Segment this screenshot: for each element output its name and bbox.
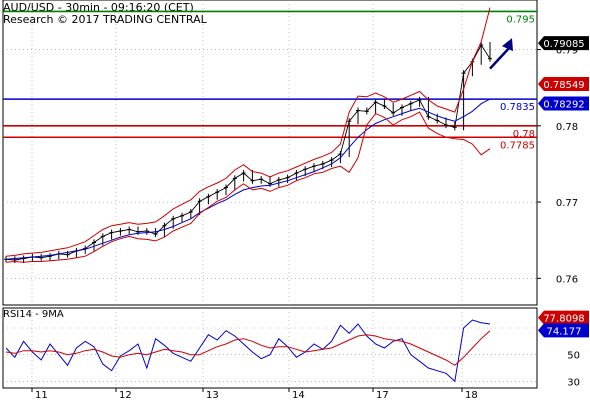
y-tick-label: 0.79 — [556, 46, 578, 57]
series-moving-average — [5, 98, 491, 260]
rsi-badge — [538, 310, 589, 325]
y-tick-label: 0.78 — [556, 122, 578, 133]
price-badge — [538, 76, 589, 91]
x-tick-label: 13 — [206, 390, 219, 400]
level-label-pivot: 0.7835 — [500, 102, 535, 113]
y-tick-label: 0.77 — [556, 198, 578, 209]
series-rsi-ma — [5, 330, 491, 366]
price-badge-label: 0.78549 — [543, 80, 584, 91]
level-label-support: 0.78 — [513, 129, 535, 140]
series-bollinger-lower — [5, 111, 491, 263]
price-badge — [538, 96, 589, 111]
level-label-support: 0.7785 — [500, 140, 535, 151]
price-badge — [538, 36, 589, 51]
x-tick-label: 18 — [465, 390, 478, 400]
rsi-panel-title: RSI14 - 9MA — [3, 309, 64, 320]
forecast-arrow-shaft — [489, 47, 510, 70]
rsi-badge — [538, 323, 589, 338]
price-line — [5, 44, 491, 261]
level-label-resistance: 0.795 — [506, 14, 535, 25]
rsi-tick-label: 30 — [567, 377, 580, 388]
x-tick-label: 14 — [292, 390, 305, 400]
chart-header-research: Research © 2017 TRADING CENTRAL — [3, 13, 207, 26]
price-panel-frame — [2, 0, 538, 306]
forecast-arrow-head — [502, 38, 513, 52]
rsi-tick-label: 50 — [567, 351, 580, 362]
rsi-badge-label: 74.177 — [547, 326, 582, 337]
price-badge-label: 0.78292 — [543, 100, 584, 111]
y-tick-label: 0.76 — [556, 274, 578, 285]
x-tick-label: 11 — [35, 390, 48, 400]
rsi-panel-frame — [2, 307, 538, 389]
x-tick-label: 17 — [376, 390, 389, 400]
price-badge-label: 0.79085 — [543, 39, 584, 50]
x-tick-label: 12 — [119, 390, 132, 400]
rsi-badge-label: 77.8098 — [543, 314, 584, 325]
series-rsi — [5, 319, 491, 383]
series-bollinger-upper — [5, 7, 491, 257]
